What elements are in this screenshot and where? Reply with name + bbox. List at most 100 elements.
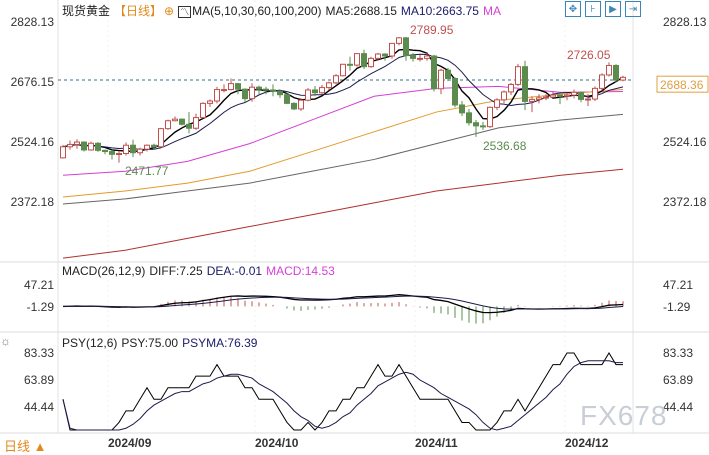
- candle-up: [165, 120, 171, 130]
- candle-down: [95, 142, 101, 151]
- candle-up: [158, 128, 164, 148]
- candle-up: [487, 106, 493, 128]
- candle-down: [459, 104, 465, 114]
- candle-up: [249, 86, 255, 100]
- candle-up: [228, 83, 234, 91]
- candle-up: [326, 82, 332, 89]
- candle-up: [221, 89, 227, 92]
- price-tick-right: 2524.16: [663, 135, 707, 149]
- low2-annotation: 2536.68: [483, 139, 527, 153]
- zoom-in-icon[interactable]: ⊦: [585, 1, 601, 17]
- candle-down: [109, 151, 115, 155]
- watermark: FX678: [580, 400, 668, 431]
- chart-icon[interactable]: 〽: [178, 6, 192, 18]
- candle-down: [578, 91, 584, 100]
- date-tick: 2024/12: [565, 436, 609, 450]
- candle-down: [480, 125, 486, 128]
- candle-up: [368, 57, 374, 68]
- date-tick: 2024/11: [415, 436, 458, 450]
- candle-up: [508, 83, 514, 93]
- candle-up: [88, 142, 94, 151]
- psy-tick-right: 63.89: [663, 373, 693, 387]
- candle-up: [144, 144, 150, 150]
- candle-up: [333, 75, 339, 84]
- macd-header: MACD(26,12,9) DIFF:7.25 DEA:-0.01 MACD:14.5…: [62, 264, 339, 278]
- candle-up: [564, 94, 570, 97]
- candle-down: [613, 64, 619, 81]
- candle-up: [116, 153, 122, 156]
- candle-up: [592, 87, 598, 100]
- candle-up: [123, 144, 129, 155]
- chart-header: 现货黄金 【日线】 ⊕ 〽 MA(5,10,30,60,100,200) MA5:2688…: [62, 2, 505, 19]
- psy-label: PSY(12,6): [62, 336, 118, 350]
- ma5-value: MA5:2688.15: [325, 4, 397, 18]
- candle-down: [410, 55, 416, 59]
- candle-down: [151, 144, 157, 148]
- candle-up: [375, 53, 381, 59]
- candle-up: [606, 64, 612, 76]
- macd-tick-left: 47.21: [24, 278, 54, 292]
- candle-down: [466, 112, 472, 124]
- candle-up: [396, 37, 402, 44]
- candle-down: [256, 86, 262, 90]
- candle-down: [445, 69, 451, 80]
- candle-down: [81, 141, 87, 151]
- psyma-value: PSYMA:76.39: [182, 336, 258, 350]
- move-icon[interactable]: ✥: [565, 1, 581, 17]
- play-icon[interactable]: ▶: [605, 1, 621, 17]
- psy-value: PSY:75.00: [121, 336, 179, 350]
- circle-plus-icon[interactable]: ⊕: [164, 4, 175, 18]
- psy-header: PSY(12,6) PSY:75.00 PSYMA:76.39: [62, 336, 261, 350]
- candle-up: [585, 98, 591, 101]
- candle-down: [235, 83, 241, 90]
- ma60-line: [62, 89, 624, 198]
- macd-tick-right: 47.21: [663, 278, 693, 292]
- candle-down: [431, 55, 437, 90]
- candle-up: [193, 117, 199, 129]
- candle-down: [291, 102, 297, 110]
- candle-down: [452, 78, 458, 106]
- high2-annotation: 2726.05: [567, 48, 611, 62]
- candle-down: [284, 94, 290, 104]
- candle-down: [361, 53, 367, 68]
- period-switch[interactable]: 日线 ▲: [4, 439, 47, 454]
- price-tick-left: 2372.18: [11, 195, 55, 209]
- chart-toolbar: ✥ ⊦ ▶ ⇥: [565, 1, 641, 17]
- current-price-box: [656, 75, 709, 93]
- price-tick-left: 2828.13: [11, 15, 55, 29]
- candle-up: [599, 74, 605, 89]
- sun-icon[interactable]: ☼: [0, 334, 11, 348]
- candle-down: [347, 63, 353, 66]
- candle-up: [214, 89, 220, 102]
- psy-tick-right: 83.33: [663, 346, 693, 360]
- candle-down: [263, 88, 269, 91]
- psyma-line: [62, 360, 623, 431]
- candle-up: [74, 141, 80, 145]
- candle-up: [389, 42, 395, 57]
- ma200-line: [62, 168, 624, 259]
- candle-up: [207, 100, 213, 104]
- macd-label: MACD(26,12,9): [62, 264, 146, 278]
- dea-line: [62, 295, 624, 310]
- candle-up: [137, 148, 143, 154]
- psy-line: [62, 352, 623, 431]
- period-label[interactable]: 【日线】: [114, 4, 163, 18]
- exit-icon[interactable]: ⇥: [625, 1, 641, 17]
- candle-down: [270, 89, 276, 92]
- candle-down: [277, 90, 283, 96]
- candle-down: [522, 66, 528, 102]
- date-tick: 2024/09: [108, 436, 152, 450]
- ma-label: MA(5,10,30,60,100,200): [192, 4, 322, 18]
- candle-up: [501, 91, 507, 101]
- candle-up: [340, 63, 346, 77]
- candle-down: [382, 53, 388, 57]
- candle-down: [557, 94, 563, 97]
- candle-up: [172, 118, 178, 122]
- candle-up: [571, 91, 577, 96]
- symbol-name: 现货黄金: [62, 4, 111, 18]
- candle-up: [494, 99, 500, 108]
- macd-tick-left: -1.29: [27, 300, 55, 314]
- candle-up: [515, 66, 521, 85]
- candle-up: [67, 143, 73, 148]
